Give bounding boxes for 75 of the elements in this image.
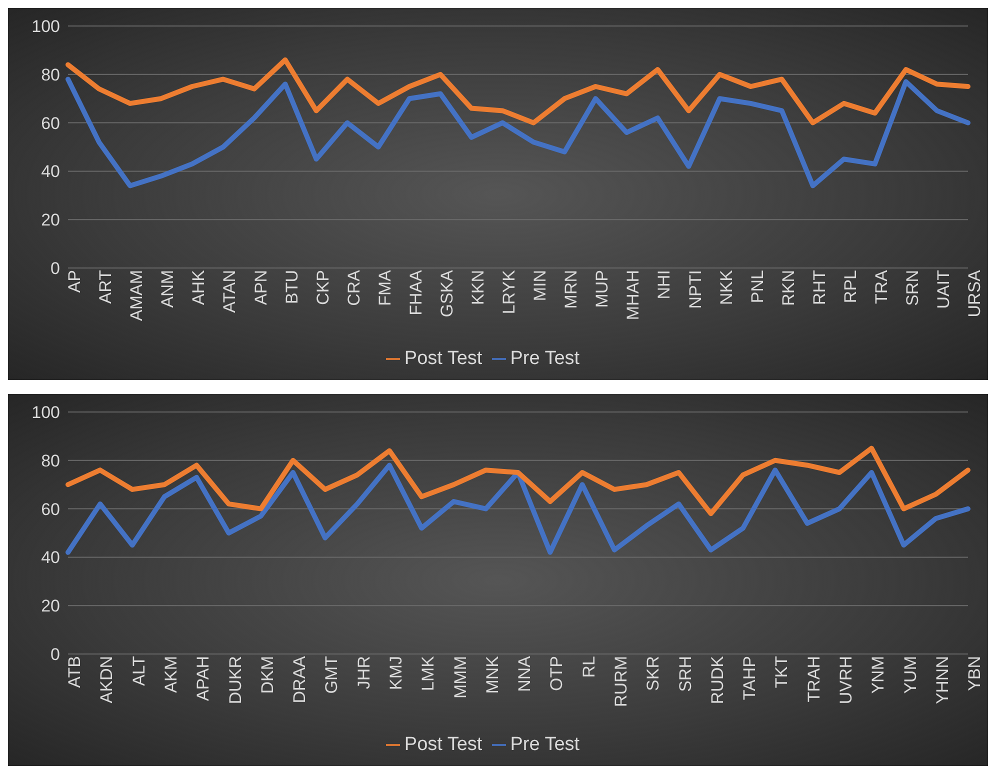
y-tick-label: 60 bbox=[41, 500, 60, 519]
x-tick-label: APN bbox=[251, 270, 270, 305]
y-tick-label: 40 bbox=[41, 548, 60, 568]
x-tick-label: FMA bbox=[375, 269, 394, 306]
x-tick-label: RHT bbox=[810, 270, 829, 305]
x-tick-label: MMM bbox=[450, 656, 470, 698]
x-tick-label: RPL bbox=[840, 270, 860, 304]
x-tick-label: UAIT bbox=[934, 270, 954, 309]
x-tick-label: PNL bbox=[748, 270, 767, 304]
x-tick-label: CRA bbox=[344, 269, 364, 306]
legend-label: Pre Test bbox=[510, 348, 580, 369]
x-tick-label: TRAH bbox=[804, 656, 824, 702]
x-tick-label: MIN bbox=[530, 270, 550, 302]
x-tick-label: NHI bbox=[654, 270, 674, 300]
x-tick-label: DKM bbox=[258, 656, 277, 694]
x-tick-label: APAH bbox=[194, 656, 213, 702]
x-tick-label: YUM bbox=[900, 656, 920, 694]
legend-label: Pre Test bbox=[510, 734, 580, 755]
x-tick-label: SRN bbox=[903, 270, 922, 306]
x-tick-label: MUP bbox=[592, 270, 612, 308]
x-tick-label: KMJ bbox=[386, 656, 406, 690]
x-tick-label: JHR bbox=[354, 656, 374, 690]
y-tick-label: 80 bbox=[41, 65, 60, 84]
x-tick-label: TRA bbox=[872, 269, 891, 304]
x-tick-label: ATB bbox=[65, 656, 84, 688]
x-tick-label: NKK bbox=[716, 269, 736, 305]
y-tick-label: 0 bbox=[50, 645, 60, 664]
y-tick-label: 0 bbox=[50, 259, 60, 278]
x-tick-label: LRYK bbox=[500, 269, 519, 314]
x-tick-label: SKR bbox=[644, 656, 663, 691]
x-tick-label: LMK bbox=[418, 655, 438, 691]
x-tick-label: CKP bbox=[313, 270, 332, 305]
x-tick-label: GMT bbox=[322, 656, 342, 694]
x-tick-label: ATAN bbox=[220, 270, 240, 313]
x-tick-label: SRH bbox=[676, 656, 695, 692]
x-tick-label: DUKR bbox=[226, 656, 245, 704]
x-tick-label: RL bbox=[579, 656, 598, 678]
x-tick-label: MHAH bbox=[624, 270, 643, 320]
y-tick-label: 20 bbox=[41, 596, 60, 616]
x-tick-label: RURM bbox=[612, 656, 630, 707]
y-tick-label: 100 bbox=[32, 403, 60, 422]
y-tick-label: 80 bbox=[41, 451, 60, 470]
x-tick-label: UVRH bbox=[836, 656, 856, 704]
x-tick-label: DRAA bbox=[290, 655, 310, 704]
x-tick-label: YHNN bbox=[932, 656, 952, 704]
x-tick-label: KKN bbox=[468, 270, 488, 305]
legend-label: Post Test bbox=[404, 734, 482, 755]
x-tick-label: MRN bbox=[562, 270, 581, 309]
x-tick-label: FHAA bbox=[406, 269, 426, 316]
x-tick-label: AKM bbox=[162, 656, 180, 693]
x-tick-label: GSKA bbox=[437, 269, 456, 318]
x-tick-label: ANM bbox=[158, 270, 178, 308]
x-tick-label: YNM bbox=[868, 656, 888, 694]
x-tick-label: TKT bbox=[772, 656, 792, 688]
x-tick-label: AMAM bbox=[127, 270, 146, 321]
x-tick-label: BTU bbox=[282, 270, 302, 304]
x-tick-label: AP bbox=[65, 270, 84, 293]
x-tick-label: URSA bbox=[965, 269, 984, 318]
x-tick-label: RKN bbox=[778, 270, 798, 306]
x-tick-label: YBN bbox=[965, 656, 984, 691]
x-tick-label: MNK bbox=[482, 655, 502, 694]
x-tick-label: RUDK bbox=[708, 655, 727, 704]
y-tick-label: 60 bbox=[41, 114, 60, 133]
x-tick-label: TAHP bbox=[740, 656, 760, 700]
legend-label: Post Test bbox=[404, 348, 482, 369]
x-tick-label: ALT bbox=[129, 656, 148, 686]
x-tick-label: NPTI bbox=[686, 270, 705, 309]
y-tick-label: 40 bbox=[41, 162, 60, 182]
x-tick-label: AKDN bbox=[97, 656, 116, 704]
x-tick-label: NNA bbox=[515, 655, 534, 692]
y-tick-label: 100 bbox=[32, 17, 60, 36]
x-tick-label: OTP bbox=[547, 656, 566, 691]
x-tick-label: ART bbox=[96, 270, 116, 304]
x-tick-label: AHK bbox=[189, 269, 208, 305]
y-tick-label: 20 bbox=[41, 210, 60, 230]
